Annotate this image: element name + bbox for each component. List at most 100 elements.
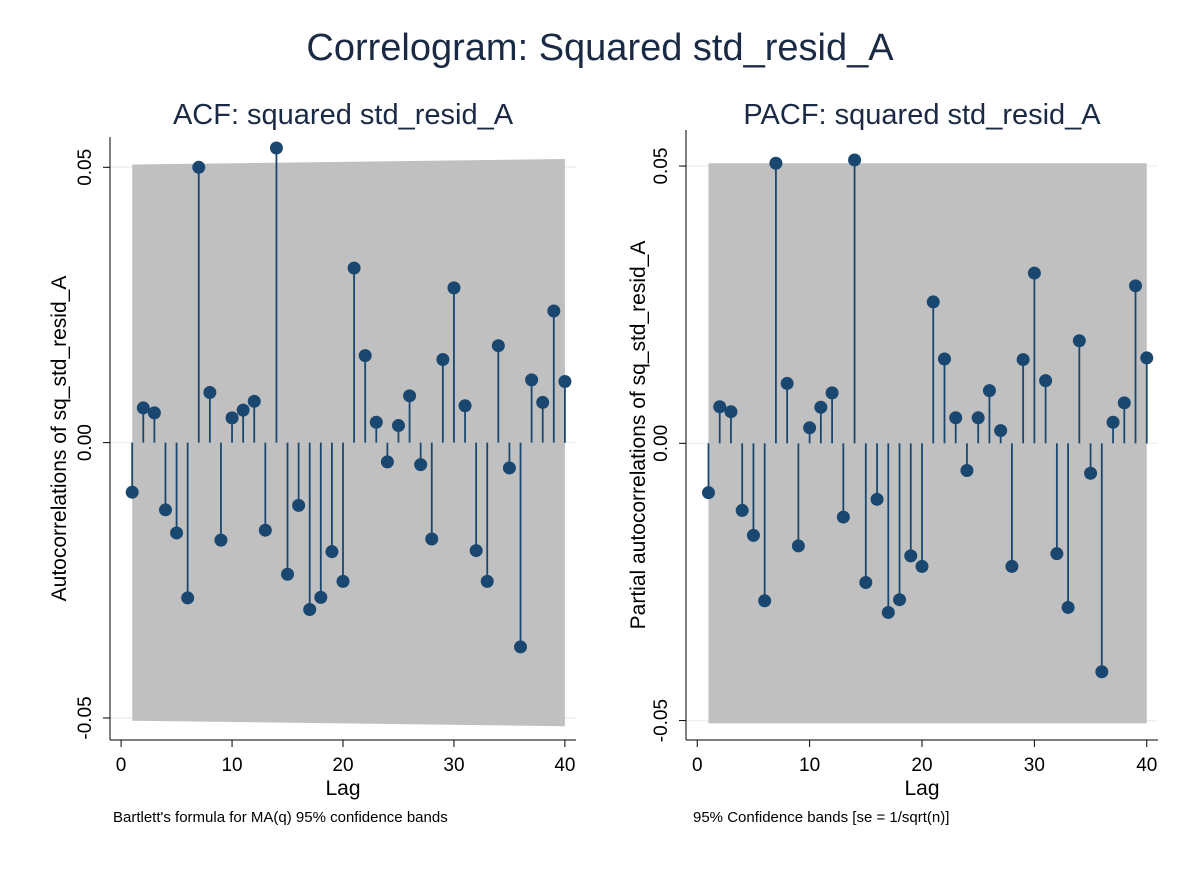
pacf-point-6 (758, 594, 772, 608)
acf-point-27 (414, 458, 428, 472)
pacf-point-35 (1084, 466, 1098, 480)
pacf-point-40 (1140, 351, 1154, 365)
pacf-ytick-label-0: -0.05 (651, 699, 672, 742)
acf-point-16 (292, 498, 306, 512)
pacf-point-37 (1106, 415, 1120, 429)
pacf-point-21 (926, 295, 940, 309)
acf-point-18 (314, 590, 328, 604)
acf-point-36 (514, 640, 528, 654)
pacf-point-31 (1039, 374, 1053, 388)
pacf-xtick-label-2: 20 (911, 755, 932, 776)
pacf-point-5 (746, 528, 760, 542)
pacf-point-34 (1072, 334, 1086, 348)
acf-title: ACF: squared std_resid_A (173, 99, 514, 131)
acf-xtick-label-0: 0 (116, 755, 127, 776)
pacf-point-8 (780, 376, 794, 390)
pacf-point-23 (949, 411, 963, 425)
pacf-point-4 (735, 503, 749, 517)
pacf-point-3 (724, 405, 738, 419)
acf-point-4 (158, 503, 172, 517)
pacf-point-2 (713, 400, 727, 414)
pacf-note: 95% Confidence bands [se = 1/sqrt(n)] (693, 809, 949, 826)
pacf-point-1 (701, 486, 715, 500)
acf-point-24 (380, 455, 394, 469)
acf-point-20 (336, 574, 350, 588)
acf-note: Bartlett's formula for MA(q) 95% confide… (113, 809, 448, 826)
pacf-point-28 (1005, 559, 1019, 573)
pacf-point-11 (814, 400, 828, 414)
acf-point-1 (125, 485, 139, 499)
pacf-point-12 (825, 386, 839, 400)
pacf-point-22 (937, 352, 951, 366)
acf-ytick-label-1: 0.00 (75, 424, 96, 461)
pacf-point-13 (836, 510, 850, 524)
acf-point-26 (403, 389, 417, 403)
pacf-point-38 (1117, 396, 1131, 410)
acf-point-25 (391, 419, 405, 433)
pacf-point-27 (994, 424, 1008, 438)
pacf-point-20 (915, 559, 929, 573)
pacf-point-32 (1050, 547, 1064, 561)
acf-point-8 (203, 386, 217, 400)
acf-point-9 (214, 533, 228, 547)
acf-y-axis-label: Autocorrelations of sq_std_resid_A (48, 276, 71, 602)
pacf-xtick-label-3: 30 (1024, 755, 1045, 776)
pacf-point-9 (791, 539, 805, 553)
pacf-point-33 (1061, 600, 1075, 614)
acf-point-32 (469, 544, 483, 558)
acf-point-21 (347, 261, 361, 275)
pacf-point-14 (848, 153, 862, 167)
pacf-point-25 (971, 411, 985, 425)
acf-xtick-label-3: 30 (443, 755, 464, 776)
pacf-title: PACF: squared std_resid_A (743, 99, 1101, 131)
acf-point-30 (447, 281, 461, 295)
acf-point-11 (236, 403, 250, 417)
acf-xtick-label-1: 10 (221, 755, 242, 776)
pacf-confidence-band (708, 163, 1147, 724)
pacf-point-26 (982, 384, 996, 398)
acf-point-7 (192, 160, 206, 174)
acf-point-10 (225, 411, 239, 425)
acf-point-13 (258, 523, 272, 537)
pacf-point-24 (960, 463, 974, 477)
pacf-xtick-label-4: 40 (1136, 755, 1157, 776)
pacf-xtick-label-0: 0 (692, 755, 703, 776)
acf-point-2 (136, 401, 150, 415)
figure-title: Correlogram: Squared std_resid_A (306, 27, 894, 69)
acf-panel: ACF: squared std_resid_A -0.05 0.00 0.05 0 10… (48, 99, 576, 826)
acf-point-15 (281, 567, 295, 581)
acf-point-14 (269, 141, 283, 155)
acf-ytick-label-0: -0.05 (75, 696, 96, 739)
acf-point-31 (458, 399, 472, 413)
acf-point-22 (358, 349, 372, 363)
acf-point-37 (525, 373, 539, 387)
acf-point-6 (181, 591, 195, 605)
acf-xtick-label-4: 40 (554, 755, 575, 776)
pacf-point-15 (859, 576, 873, 590)
acf-point-12 (247, 394, 261, 408)
pacf-point-10 (803, 421, 817, 435)
pacf-point-36 (1095, 665, 1109, 679)
acf-ytick-label-2: 0.05 (75, 149, 96, 186)
acf-point-40 (558, 375, 572, 389)
acf-point-5 (170, 526, 184, 540)
acf-point-38 (536, 395, 550, 409)
pacf-panel: PACF: squared std_resid_A -0.05 0.00 0.05 0 1… (627, 99, 1158, 826)
pacf-point-7 (769, 156, 783, 170)
pacf-xtick-label-1: 10 (799, 755, 820, 776)
pacf-point-17 (881, 605, 895, 619)
acf-point-29 (436, 352, 450, 366)
acf-point-23 (369, 415, 383, 429)
pacf-ytick-label-1: 0.00 (651, 425, 672, 462)
pacf-point-16 (870, 492, 884, 506)
pacf-ytick-label-2: 0.05 (651, 148, 672, 185)
acf-confidence-band (132, 159, 565, 727)
acf-point-33 (480, 574, 494, 588)
acf-point-35 (502, 461, 516, 475)
pacf-point-29 (1016, 353, 1030, 367)
acf-point-39 (547, 304, 561, 318)
acf-xtick-label-2: 20 (332, 755, 353, 776)
pacf-point-18 (893, 593, 907, 607)
